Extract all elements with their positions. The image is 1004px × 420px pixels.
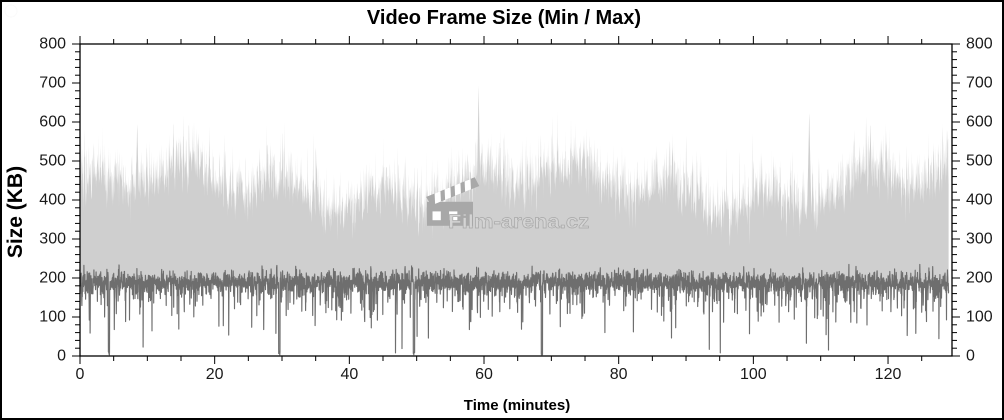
svg-text:400: 400 <box>966 192 993 209</box>
svg-text:200: 200 <box>39 270 66 287</box>
svg-text:700: 700 <box>39 75 66 92</box>
svg-text:600: 600 <box>966 114 993 131</box>
svg-text:100: 100 <box>966 309 993 326</box>
svg-text:20: 20 <box>206 366 224 383</box>
svg-text:300: 300 <box>39 231 66 248</box>
svg-text:0: 0 <box>966 348 975 365</box>
svg-text:0: 0 <box>57 348 66 365</box>
svg-text:100: 100 <box>740 366 767 383</box>
svg-text:400: 400 <box>39 192 66 209</box>
svg-text:Film-arena.cz: Film-arena.cz <box>448 211 589 232</box>
svg-text:100: 100 <box>39 309 66 326</box>
svg-text:500: 500 <box>39 153 66 170</box>
svg-text:600: 600 <box>39 114 66 131</box>
svg-text:200: 200 <box>966 270 993 287</box>
svg-text:120: 120 <box>875 366 902 383</box>
svg-text:80: 80 <box>610 366 628 383</box>
svg-text:300: 300 <box>966 231 993 248</box>
svg-text:500: 500 <box>966 153 993 170</box>
svg-text:800: 800 <box>39 36 66 53</box>
svg-text:0: 0 <box>76 366 85 383</box>
svg-text:40: 40 <box>340 366 358 383</box>
svg-text:700: 700 <box>966 75 993 92</box>
svg-text:60: 60 <box>475 366 493 383</box>
svg-text:800: 800 <box>966 36 993 53</box>
